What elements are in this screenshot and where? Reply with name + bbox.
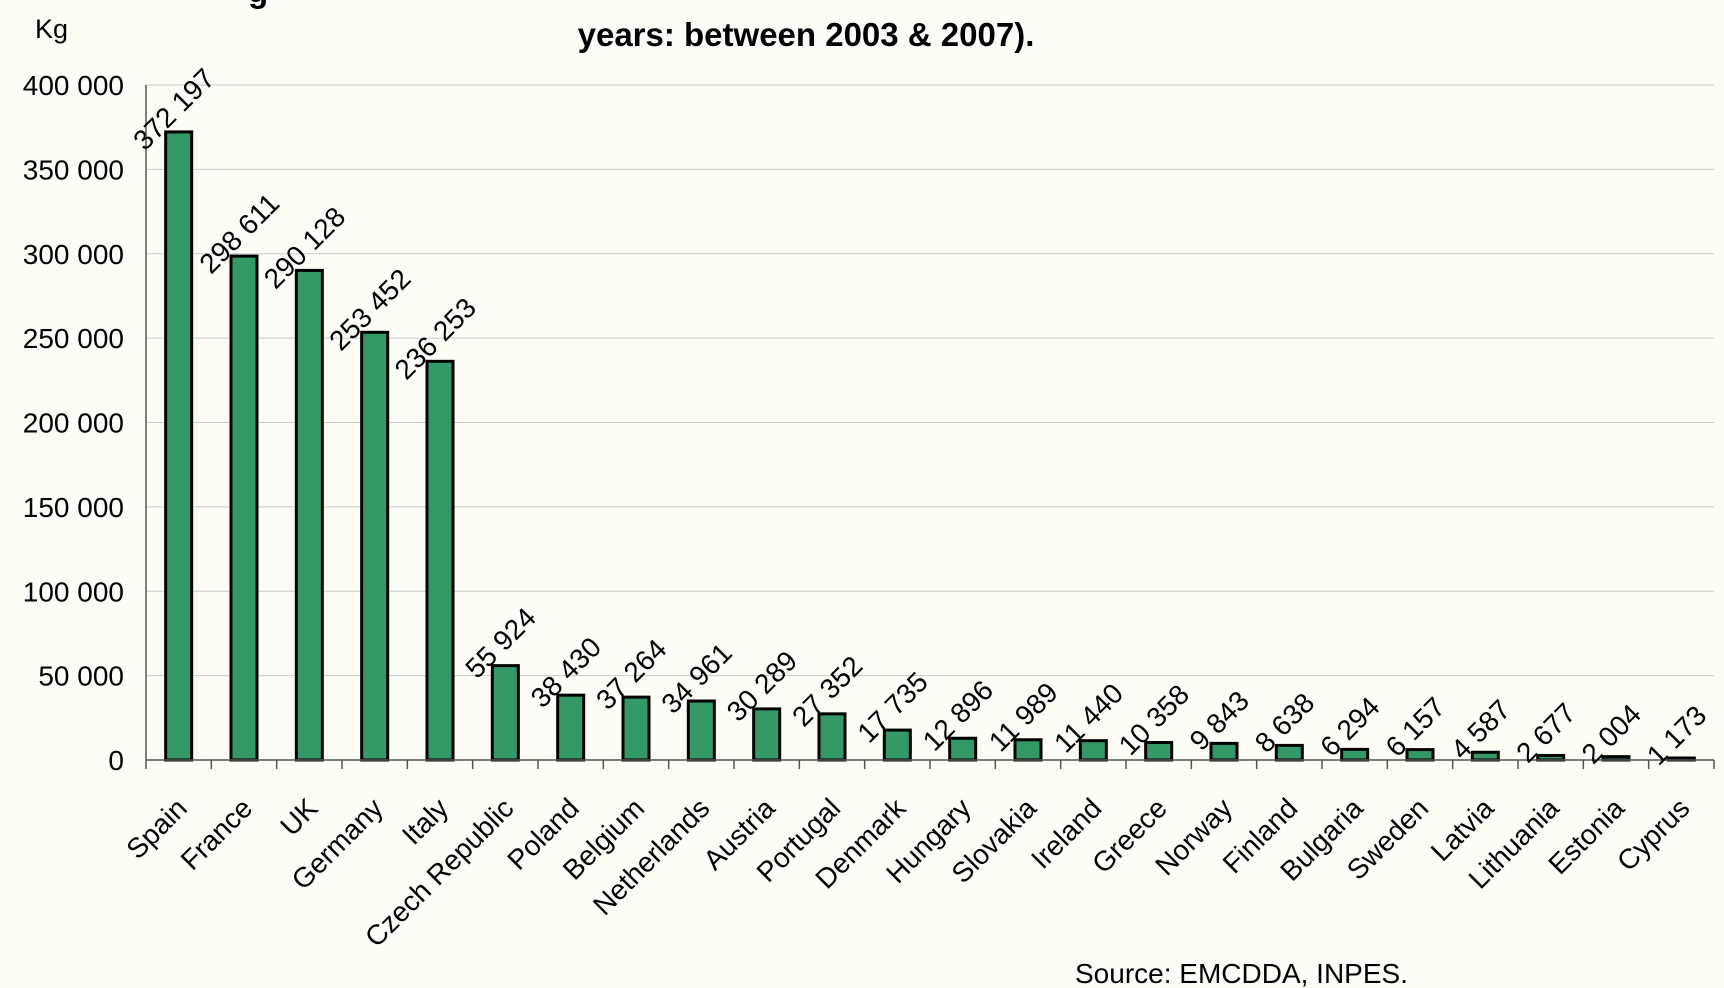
bar xyxy=(556,693,586,762)
bar xyxy=(621,695,651,762)
chart-title-line-2: years: between 2003 & 2007). xyxy=(578,16,1035,53)
x-tick-label: Cyprus xyxy=(1611,792,1696,877)
bar xyxy=(229,254,259,762)
y-tick-label: 300 000 xyxy=(23,239,124,270)
y-tick-label: 150 000 xyxy=(23,492,124,523)
x-tick-label: Italy xyxy=(396,792,454,850)
bar xyxy=(752,707,782,762)
source-note: Source: EMCDDA, INPES. xyxy=(1075,958,1408,988)
chart-title: g years: between 2003 & 2007). xyxy=(248,0,1034,53)
x-tick-label: France xyxy=(175,792,259,876)
y-tick-label: 0 xyxy=(108,745,124,776)
bar xyxy=(817,712,847,762)
y-axis-unit-label: Kg xyxy=(35,14,68,44)
y-tick-label: 350 000 xyxy=(23,154,124,185)
grid-lines xyxy=(146,84,1714,677)
bar xyxy=(425,359,455,762)
bars xyxy=(164,130,1696,762)
y-tick-label: 400 000 xyxy=(23,70,124,101)
bar xyxy=(882,728,912,762)
y-tick-label: 250 000 xyxy=(23,323,124,354)
y-tick-label: 50 000 xyxy=(38,661,124,692)
y-tick-label: 100 000 xyxy=(23,576,124,607)
bar xyxy=(360,330,390,762)
y-tick-labels: 0 50 000 100 000 150 000 200 000 250 000 300 0… xyxy=(23,70,124,776)
y-tick-label: 200 000 xyxy=(23,408,124,439)
chart-title-line-1: g xyxy=(248,0,268,9)
bar xyxy=(164,130,194,762)
axes xyxy=(145,85,1715,769)
x-tick-label: UK xyxy=(274,792,324,842)
bar xyxy=(294,268,324,762)
bar xyxy=(490,664,520,762)
bar xyxy=(686,699,716,762)
